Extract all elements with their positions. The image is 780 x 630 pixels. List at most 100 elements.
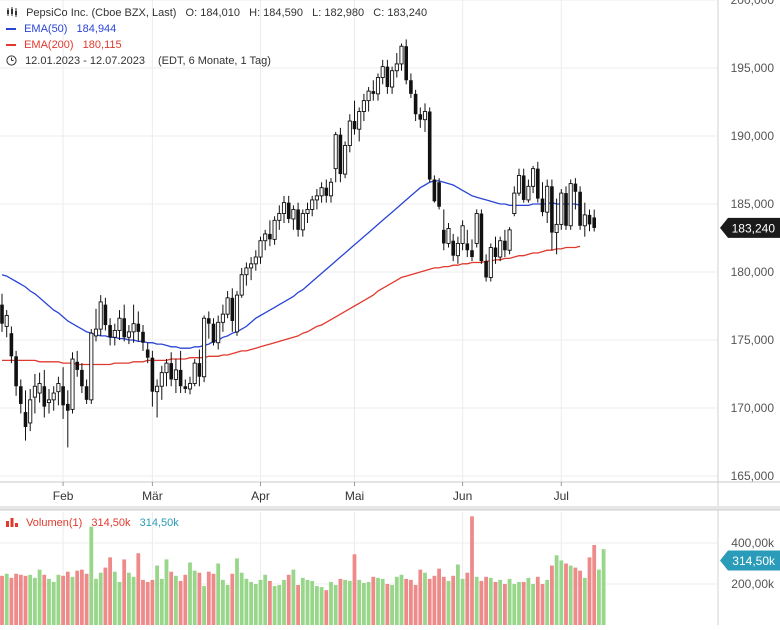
candle xyxy=(230,288,235,332)
candle-body-down xyxy=(23,412,28,428)
candle-body-down xyxy=(484,261,488,278)
candle-body-up xyxy=(319,187,324,197)
candle-body-down xyxy=(19,386,23,404)
x-tick-label: Jul xyxy=(554,489,569,503)
volume-bar xyxy=(33,577,37,625)
candle-body-up xyxy=(559,192,564,225)
volume-bar xyxy=(531,584,535,625)
volume-bar xyxy=(484,576,488,625)
candle-body-up xyxy=(37,383,42,394)
candle xyxy=(573,178,578,210)
volume-bar xyxy=(80,569,84,625)
ema50-swatch xyxy=(6,28,16,31)
volume-bar xyxy=(239,572,244,625)
volume-bar xyxy=(286,574,291,625)
ema200-label: EMA(200) xyxy=(24,39,74,51)
candle xyxy=(98,295,103,336)
volume-bar xyxy=(37,569,42,625)
candle-body-up xyxy=(112,330,117,338)
candle xyxy=(277,205,282,230)
volume-bar xyxy=(329,581,333,625)
volume-bar xyxy=(437,568,441,625)
candle xyxy=(550,179,554,251)
volume-bar xyxy=(0,575,4,625)
candle xyxy=(404,39,408,85)
candle xyxy=(234,291,240,336)
volume-bar xyxy=(535,576,540,625)
candle xyxy=(536,161,540,203)
volume-bar xyxy=(597,569,601,625)
candle xyxy=(155,379,160,418)
volume-bar xyxy=(9,577,14,625)
candle-body-up xyxy=(526,185,531,201)
candle-body-up xyxy=(249,263,254,269)
candle-body-down xyxy=(14,356,18,387)
candle-body-down xyxy=(9,333,14,357)
candle xyxy=(526,179,531,203)
candle xyxy=(14,350,18,396)
candle xyxy=(32,374,37,414)
candle-body-down xyxy=(404,46,408,81)
ema50-layer xyxy=(1,180,581,349)
price-tick-label: 175,000 xyxy=(731,333,775,347)
candle-body-down xyxy=(169,363,173,380)
volume-bar xyxy=(28,574,33,625)
price-tick-label: 185,000 xyxy=(731,197,775,211)
candle xyxy=(409,73,413,98)
candle xyxy=(521,168,526,203)
volume-bar xyxy=(498,579,503,625)
volume-bar xyxy=(188,562,192,625)
instrument-title: PepsiCo Inc. (Cboe BZX, Last) xyxy=(26,7,177,19)
candle xyxy=(80,363,84,394)
price-axis: 165,000 170,000 175,000 180,000 185,000 190,0… xyxy=(731,0,775,483)
candle-body-up xyxy=(159,372,164,387)
candle-body-up xyxy=(516,174,522,194)
x-tick-label: Apr xyxy=(251,489,270,503)
volume-bar xyxy=(65,571,70,625)
candle xyxy=(46,388,52,414)
candle xyxy=(9,326,14,364)
volume-last-badge xyxy=(720,550,780,571)
candle xyxy=(136,311,141,342)
candle xyxy=(249,257,254,281)
volume-bars-icon xyxy=(6,517,18,527)
volume-bar xyxy=(197,572,202,625)
volume-bar xyxy=(601,549,606,625)
candle-body-down xyxy=(197,363,202,377)
candle-body-up xyxy=(131,323,136,333)
legend-range-row: 12.01.2023 - 12.07.2023 (EDT, 6 Monate, … xyxy=(6,54,271,68)
x-axis: Feb Mär Apr Mai Jun Jul xyxy=(53,482,569,503)
candle-body-up xyxy=(328,181,334,197)
volume-bar xyxy=(145,581,150,625)
candle-body-down xyxy=(371,91,376,94)
candle xyxy=(343,141,348,179)
candle xyxy=(451,233,455,262)
candle xyxy=(42,369,47,418)
volume-bar xyxy=(418,569,423,625)
volume-last-label: 314,50k xyxy=(732,554,776,568)
volume-bar xyxy=(183,574,188,625)
volume-bar xyxy=(103,567,108,625)
candle-body-down xyxy=(145,349,150,358)
volume-bar xyxy=(470,516,474,625)
date-range: 12.01.2023 - 12.07.2023 xyxy=(25,55,145,67)
candle-body-down xyxy=(479,213,484,262)
candle xyxy=(394,53,399,78)
candle-body-up xyxy=(554,223,559,234)
volume-bar xyxy=(488,577,493,625)
candle xyxy=(479,209,484,264)
volume-bar xyxy=(559,560,564,625)
candle xyxy=(28,388,33,432)
candle xyxy=(564,186,568,230)
candle-body-up xyxy=(263,233,268,242)
candle xyxy=(390,66,395,94)
last-price-label: 183,240 xyxy=(732,221,776,235)
candle-body-down xyxy=(230,297,235,321)
volume-bar xyxy=(277,585,282,625)
candle-body-down xyxy=(286,202,291,219)
candle-body-down xyxy=(108,325,112,338)
candle xyxy=(516,168,522,196)
volume-bar xyxy=(554,555,559,625)
ema50-label: EMA(50) xyxy=(24,23,68,35)
candle-body-down xyxy=(0,304,4,324)
